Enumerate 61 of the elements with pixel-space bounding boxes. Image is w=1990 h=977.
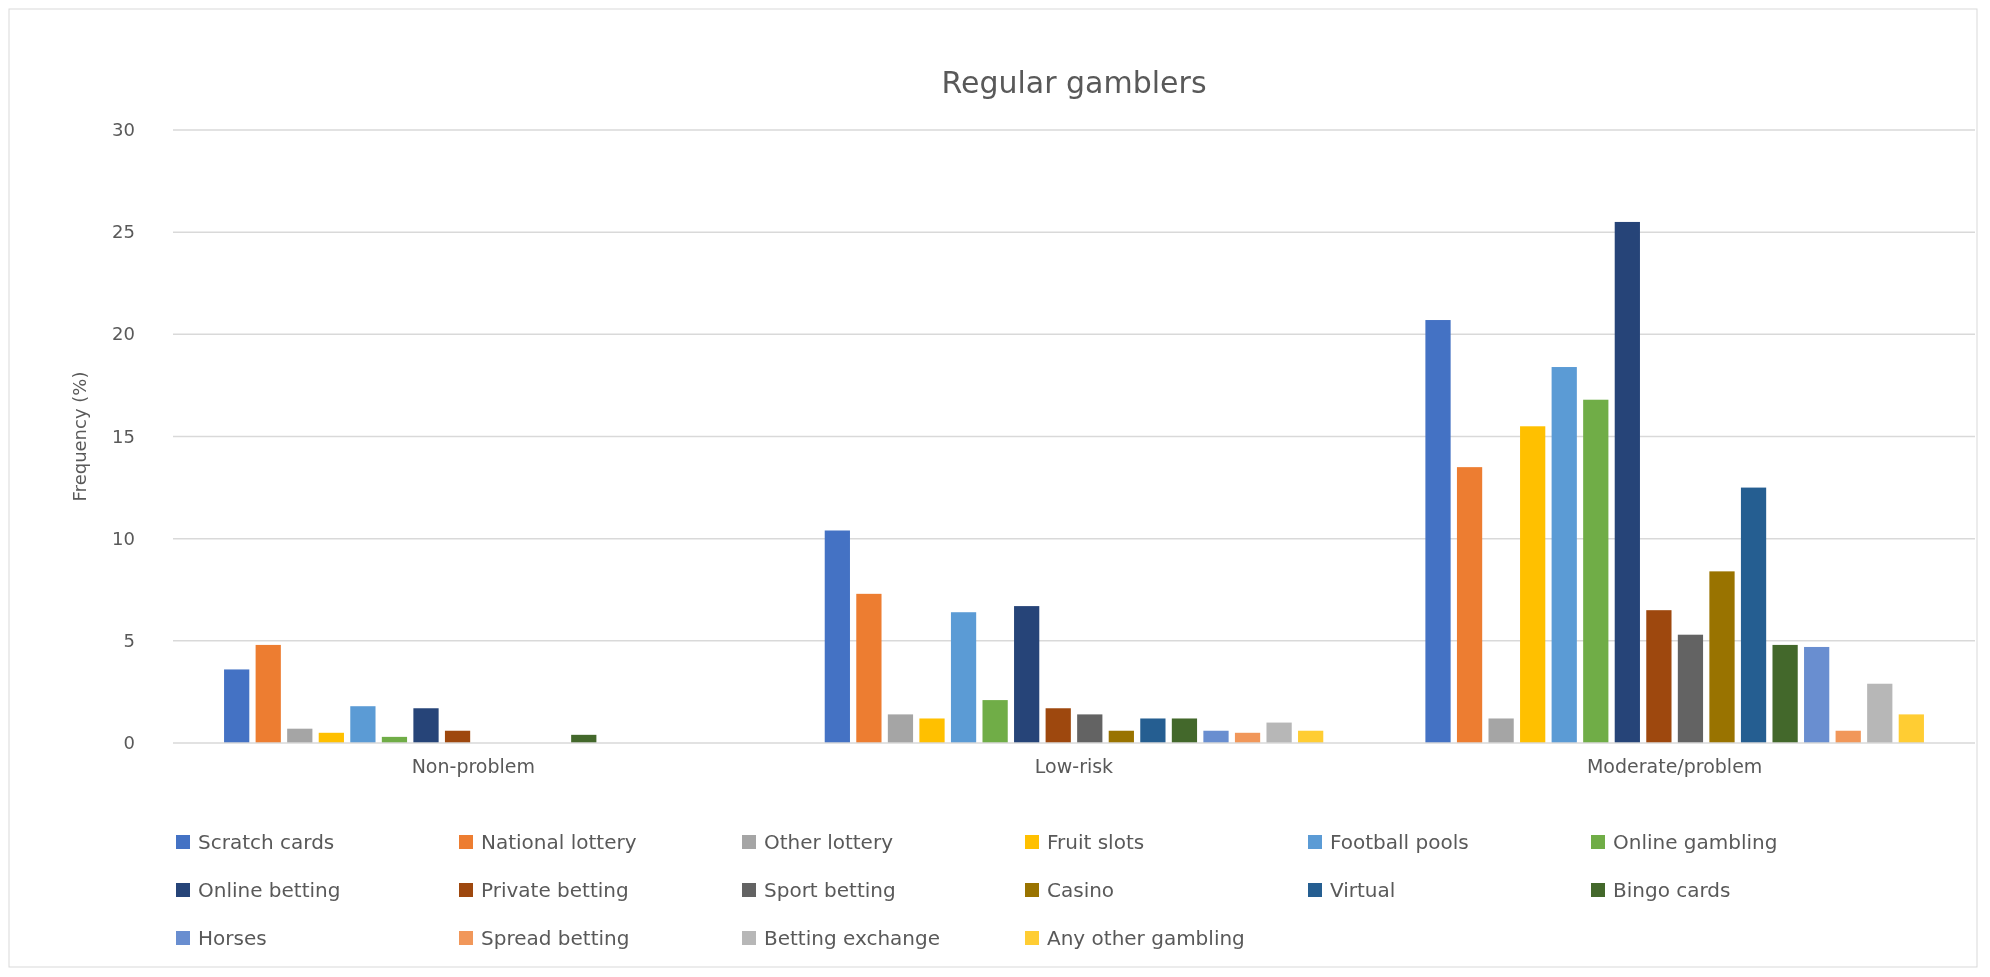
chart-title: Regular gamblers [941, 65, 1207, 100]
legend-label: Spread betting [481, 926, 630, 950]
y-axis-title: Frequency (%) [69, 371, 90, 502]
bar [1898, 714, 1924, 743]
bar [1520, 426, 1546, 743]
bar [982, 700, 1008, 743]
legend-label: Betting exchange [764, 926, 941, 950]
bar [919, 718, 945, 743]
bar [413, 708, 439, 743]
y-tick-label: 10 [112, 527, 135, 549]
bar [856, 593, 882, 743]
legend-label: Any other gambling [1047, 926, 1245, 950]
legend-label: Sport betting [764, 878, 896, 902]
legend-label: Horses [198, 926, 267, 950]
legend-label: Fruit slots [1047, 830, 1145, 854]
bar [1014, 606, 1040, 743]
bar [287, 728, 313, 743]
bar [1551, 367, 1577, 743]
bar [1646, 610, 1672, 743]
y-tick-label: 0 [123, 732, 135, 753]
bar [1425, 320, 1451, 743]
bar [824, 530, 850, 743]
bar [1456, 467, 1483, 743]
y-tick-label: 30 [112, 119, 135, 140]
bar [950, 612, 977, 743]
legend-label: Football pools [1330, 830, 1469, 854]
y-tick-label: 25 [112, 221, 135, 243]
bar [1709, 571, 1735, 743]
bar [1266, 722, 1292, 743]
x-tick-label: Low-risk [1034, 755, 1114, 777]
bar [1171, 718, 1198, 743]
legend-label: Online gambling [1613, 830, 1778, 854]
bar [255, 644, 281, 743]
x-tick-label: Moderate/problem [1586, 755, 1763, 777]
bar [224, 669, 250, 743]
bar [1677, 634, 1704, 743]
legend-label: Scratch cards [198, 830, 335, 854]
y-tick-label: 20 [112, 323, 135, 345]
bar [1583, 399, 1609, 743]
bar [1804, 646, 1830, 743]
bar [1045, 708, 1071, 743]
bar [350, 706, 376, 743]
legend-label: Bingo cards [1613, 878, 1731, 902]
bar [1488, 718, 1514, 743]
bar [887, 714, 914, 743]
legend-label: Private betting [481, 878, 629, 902]
y-tick-label: 5 [123, 629, 135, 651]
bar [1140, 718, 1166, 743]
y-tick-label: 15 [112, 425, 135, 447]
legend-label: Other lottery [764, 830, 894, 854]
bar [1203, 730, 1229, 743]
bar [1772, 644, 1798, 743]
bar [1614, 221, 1640, 743]
legend-label: Virtual [1330, 878, 1396, 902]
bar [1077, 714, 1103, 743]
bar [1740, 487, 1767, 743]
legend-label: Casino [1047, 878, 1115, 902]
legend-label: National lottery [481, 830, 637, 854]
legend-label: Online betting [198, 878, 341, 902]
x-tick-label: Non-problem [411, 755, 536, 777]
bar [1867, 683, 1893, 743]
